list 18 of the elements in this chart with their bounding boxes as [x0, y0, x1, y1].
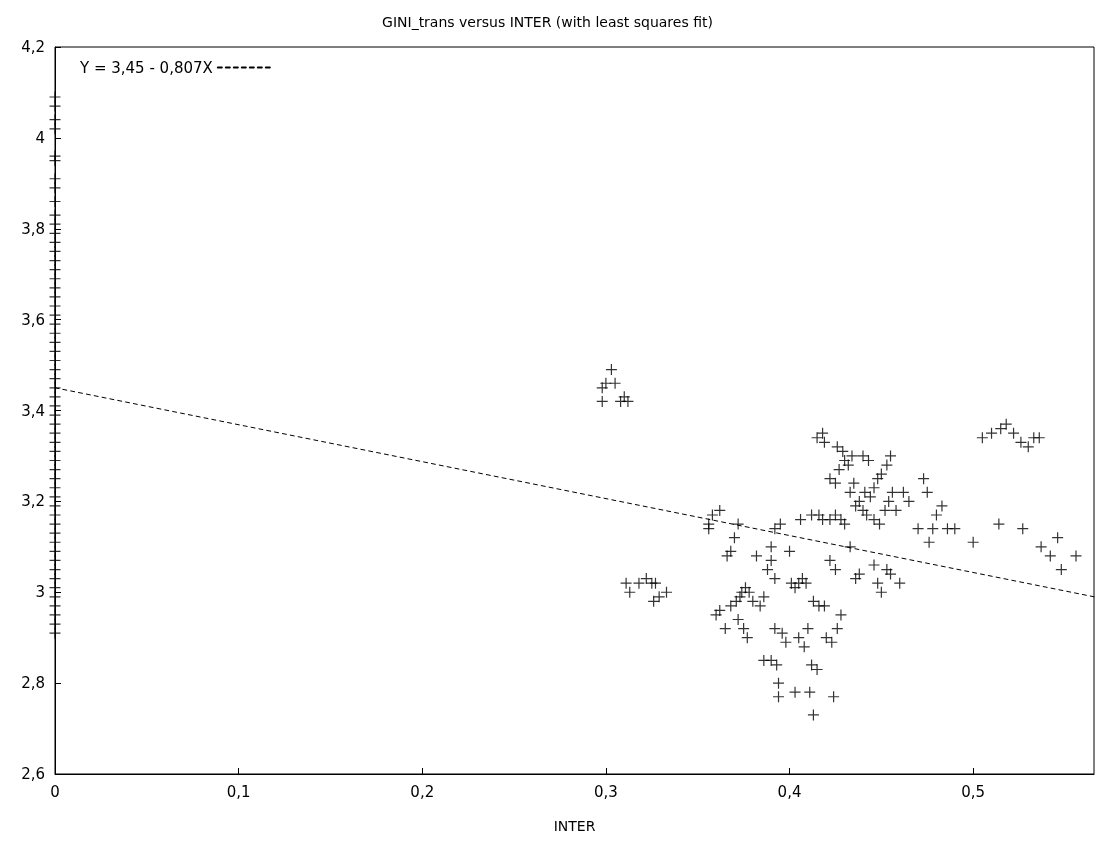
- chart-title: GINI_trans versus INTER (with least squares fit): [382, 14, 713, 30]
- x-tick-label: 0: [50, 782, 60, 801]
- y-tick-label: 3,4: [21, 401, 45, 420]
- x-tick-label: 0,4: [777, 782, 802, 801]
- x-tick-label: 0,2: [410, 782, 435, 801]
- y-tick-label: 3,8: [21, 219, 45, 238]
- legend-label: Y = 3,45 - 0,807X: [78, 58, 213, 77]
- x-tick-label: 0,3: [593, 782, 618, 801]
- y-tick-label: 3,6: [21, 310, 45, 329]
- y-tick-label: 2,8: [21, 674, 45, 693]
- y-tick-label: 4: [35, 128, 45, 147]
- y-tick-label: 4,2: [21, 38, 45, 56]
- y-tick-label: 2,6: [21, 765, 45, 783]
- y-tick-label: 3,2: [21, 492, 45, 511]
- x-tick-label: 0,1: [226, 782, 251, 801]
- x-axis-title: INTER: [553, 818, 596, 834]
- y-tick-label: 3: [35, 583, 45, 602]
- x-tick-label: 0,5: [961, 782, 986, 801]
